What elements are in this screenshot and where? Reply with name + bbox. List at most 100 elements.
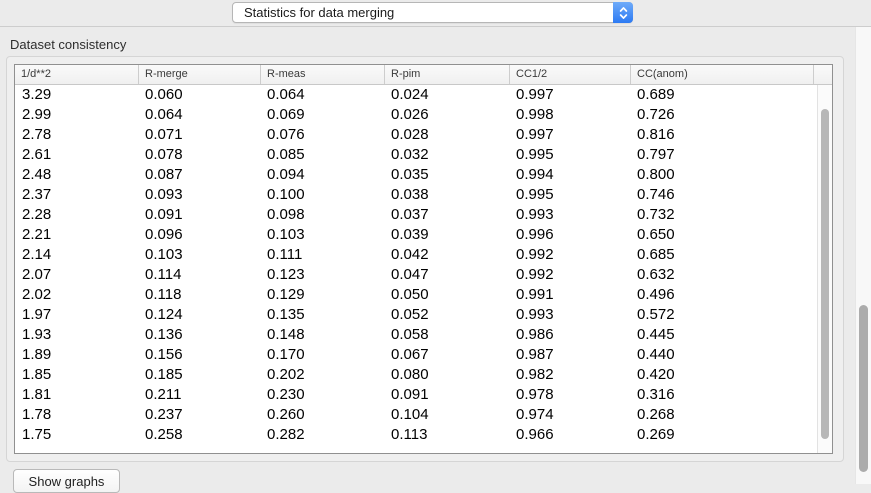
table-cell: 0.064 [267,86,305,103]
table-cell: 0.113 [391,426,428,443]
table-cell: 0.136 [145,326,183,343]
table-row[interactable]: 2.28 0.091 0.098 0.037 0.993 0.732 [15,205,817,225]
table-cell: 0.260 [267,406,305,423]
table-row[interactable]: 3.29 0.060 0.064 0.024 0.997 0.689 [15,85,817,105]
table-cell: 0.135 [267,306,305,323]
table-cell: 0.650 [637,226,675,243]
table-cell: 0.800 [637,166,675,183]
table-cell: 0.997 [516,86,554,103]
table-cell: 1.85 [22,366,52,383]
window-scrollbar-thumb[interactable] [859,305,868,472]
table-row[interactable]: 2.99 0.064 0.069 0.026 0.998 0.726 [15,105,817,125]
column-header-r-merge[interactable]: R-merge [138,65,260,84]
view-selector-value: Statistics for data merging [244,5,395,20]
column-header-r-meas[interactable]: R-meas [260,65,384,84]
table-cell: 0.129 [267,286,305,303]
table-cell: 0.685 [637,246,675,263]
table-scrollbar[interactable] [817,85,832,453]
table-cell: 0.258 [145,426,183,443]
table-cell: 0.123 [267,266,305,283]
show-graphs-button[interactable]: Show graphs [13,469,120,493]
table-cell: 0.094 [267,166,305,183]
table-cell: 0.992 [516,246,554,263]
table-cell: 2.48 [22,166,52,183]
table-cell: 0.037 [391,206,429,223]
column-header-1-d-2[interactable]: 1/d**2 [21,68,51,80]
table-cell: 1.78 [22,406,52,423]
table-cell: 0.994 [516,166,554,183]
table-cell: 0.993 [516,306,554,323]
table-scrollbar-thumb[interactable] [821,109,829,439]
column-header-cc-anom-[interactable]: CC(anom) [630,65,813,84]
table-row[interactable]: 2.14 0.103 0.111 0.042 0.992 0.685 [15,245,817,265]
table-cell: 1.97 [22,306,52,323]
table-row[interactable]: 1.89 0.156 0.170 0.067 0.987 0.440 [15,345,817,365]
table-cell: 0.026 [391,106,429,123]
table-cell: 2.02 [22,286,52,303]
table-cell: 0.998 [516,106,554,123]
table-row[interactable]: 2.02 0.118 0.129 0.050 0.991 0.496 [15,285,817,305]
table-row[interactable]: 2.21 0.096 0.103 0.039 0.996 0.650 [15,225,817,245]
table-cell: 0.440 [637,346,675,363]
table-row[interactable]: 1.97 0.124 0.135 0.052 0.993 0.572 [15,305,817,325]
table-cell: 0.024 [391,86,429,103]
table-cell: 0.067 [391,346,429,363]
table-cell: 0.103 [145,246,183,263]
table-cell: 0.069 [267,106,305,123]
table-cell: 0.211 [145,386,182,403]
table-row[interactable]: 1.75 0.258 0.282 0.113 0.966 0.269 [15,425,817,445]
table-row[interactable]: 2.78 0.071 0.076 0.028 0.997 0.816 [15,125,817,145]
table-cell: 0.042 [391,246,429,263]
table-cell: 0.282 [267,426,305,443]
toolbar-divider [0,26,871,27]
window-scrollbar[interactable] [855,27,871,484]
table-cell: 0.091 [145,206,183,223]
table-cell: 0.726 [637,106,675,123]
table-cell: 0.091 [391,386,429,403]
table-cell: 0.032 [391,146,429,163]
table-cell: 0.076 [267,126,305,143]
table-body: 3.29 0.060 0.064 0.024 0.997 0.689 2.99 0.064 0.… [15,85,817,453]
column-header-r-pim[interactable]: R-pim [384,65,509,84]
table-cell: 2.14 [22,246,52,263]
table-cell: 0.185 [145,366,183,383]
table-cell: 0.732 [637,206,675,223]
table-row[interactable]: 1.81 0.211 0.230 0.091 0.978 0.316 [15,385,817,405]
table-cell: 0.050 [391,286,429,303]
table-row[interactable]: 1.93 0.136 0.148 0.058 0.986 0.445 [15,325,817,345]
table-row[interactable]: 2.61 0.078 0.085 0.032 0.995 0.797 [15,145,817,165]
table-cell: 0.156 [145,346,183,363]
table-row[interactable]: 2.48 0.087 0.094 0.035 0.994 0.800 [15,165,817,185]
table-cell: 0.087 [145,166,183,183]
table-cell: 0.572 [637,306,675,323]
table-row[interactable]: 1.78 0.237 0.260 0.104 0.974 0.268 [15,405,817,425]
table-cell: 0.111 [267,246,303,263]
table-cell: 0.118 [145,286,182,303]
table-cell: 0.093 [145,186,183,203]
table-cell: 0.997 [516,126,554,143]
table-cell: 0.316 [637,386,675,403]
table-cell: 2.61 [22,146,52,163]
table-cell: 2.21 [22,226,52,243]
table-row[interactable]: 1.85 0.185 0.202 0.080 0.982 0.420 [15,365,817,385]
table-cell: 0.124 [145,306,183,323]
table-cell: 0.632 [637,266,675,283]
table-row[interactable]: 2.07 0.114 0.123 0.047 0.992 0.632 [15,265,817,285]
dataset-consistency-groupbox: 1/d**2 R-merge R-meas R-pim CC1/2 CC(anom) 3.… [6,56,844,462]
table-cell: 2.07 [22,266,52,283]
view-selector-dropdown[interactable]: Statistics for data merging [232,2,633,23]
table-cell: 0.237 [145,406,183,423]
table-cell: 0.080 [391,366,429,383]
table-cell: 0.148 [267,326,305,343]
table-cell: 0.064 [145,106,183,123]
column-header-cc1-2[interactable]: CC1/2 [509,65,630,84]
table-cell: 0.202 [267,366,305,383]
table-cell: 0.966 [516,426,554,443]
table-cell: 0.047 [391,266,429,283]
table-cell: 0.496 [637,286,675,303]
table-row[interactable]: 2.37 0.093 0.100 0.038 0.995 0.746 [15,185,817,205]
table-cell: 0.269 [637,426,675,443]
table-cell: 0.085 [267,146,305,163]
table-cell: 0.098 [267,206,305,223]
table-cell: 1.89 [22,346,52,363]
